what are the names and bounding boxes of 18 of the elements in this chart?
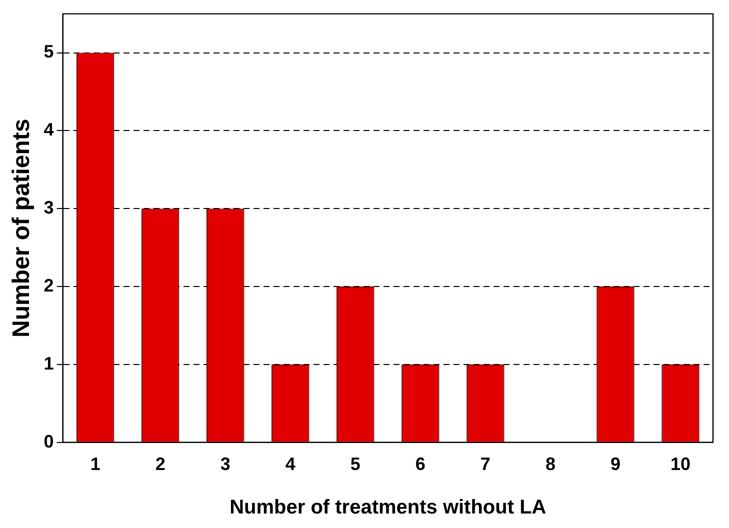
x-tick-label: 4 <box>285 454 296 474</box>
y-tick-label: 5 <box>44 42 54 62</box>
y-tick-label: 1 <box>44 353 54 374</box>
x-tick-label: 7 <box>480 454 490 474</box>
x-tick-label: 2 <box>155 454 166 474</box>
x-tick-label: 6 <box>415 454 426 474</box>
y-tick-label: 0 <box>44 431 54 452</box>
x-tick-label: 1 <box>90 454 100 474</box>
x-tick-label: 5 <box>350 454 360 474</box>
y-tick-label: 4 <box>44 120 54 140</box>
y-tick-label: 3 <box>44 198 54 218</box>
x-tick-label: 3 <box>220 454 230 474</box>
y-axis-title: Number of patients <box>8 118 36 338</box>
x-axis-title: Number of treatments without LA <box>230 496 546 519</box>
y-tick-label: 2 <box>44 276 54 296</box>
x-tick-label: 9 <box>610 454 620 474</box>
x-tick-label: 8 <box>545 454 556 474</box>
x-tick-label: 10 <box>670 454 691 474</box>
